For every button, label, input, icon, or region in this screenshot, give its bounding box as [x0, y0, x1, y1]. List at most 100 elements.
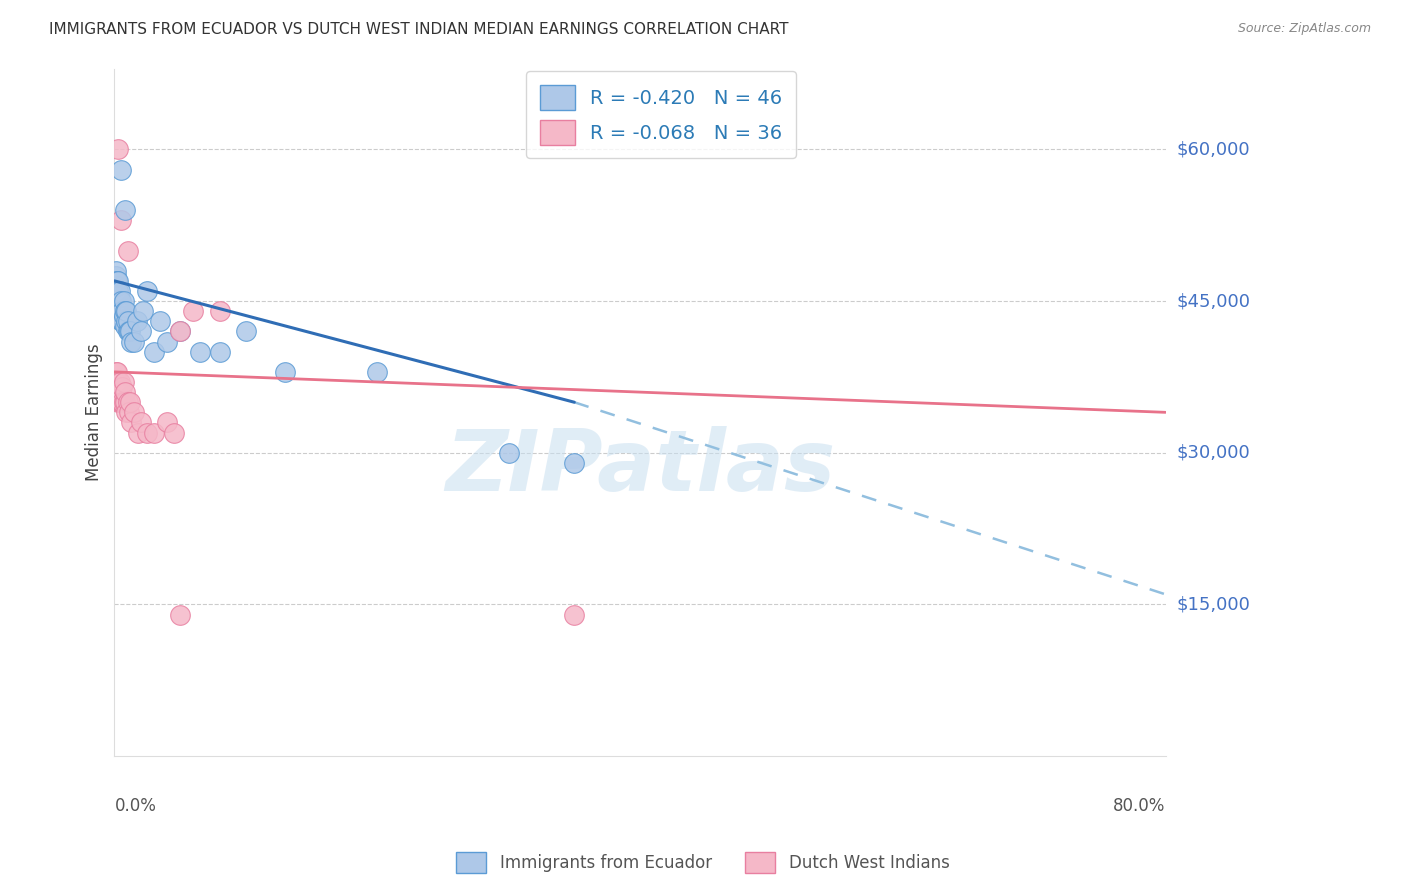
Point [110, 294, 132, 309]
Point [107, 284, 129, 298]
Point [104, 264, 127, 278]
Text: $60,000: $60,000 [1175, 140, 1250, 159]
Point [132, 304, 155, 318]
Point [107, 395, 129, 409]
Point [498, 446, 520, 460]
Text: Source: ZipAtlas.com: Source: ZipAtlas.com [1237, 22, 1371, 36]
Point [366, 365, 388, 379]
Point [105, 274, 128, 288]
Point [562, 456, 585, 470]
Point [114, 319, 136, 334]
Point [169, 607, 191, 622]
Point [274, 365, 297, 379]
Point [117, 325, 139, 339]
Point [156, 416, 179, 430]
Point [107, 143, 129, 157]
Point [115, 314, 138, 328]
Point [112, 310, 135, 324]
Text: 80.0%: 80.0% [1114, 797, 1166, 814]
Point [111, 380, 134, 394]
Point [156, 334, 179, 349]
Point [115, 405, 138, 419]
Point [181, 304, 204, 318]
Point [110, 213, 132, 227]
Point [110, 385, 132, 400]
Point [105, 279, 128, 293]
Point [169, 325, 191, 339]
Point [149, 314, 172, 328]
Point [188, 344, 211, 359]
Point [107, 375, 129, 389]
Point [108, 304, 131, 318]
Point [117, 244, 139, 258]
Point [114, 395, 136, 409]
Point [108, 375, 131, 389]
Legend: R = -0.420   N = 46, R = -0.068   N = 36: R = -0.420 N = 46, R = -0.068 N = 36 [526, 71, 796, 158]
Point [105, 274, 128, 288]
Point [125, 314, 148, 328]
Y-axis label: Median Earnings: Median Earnings [86, 343, 103, 481]
Point [110, 385, 132, 400]
Point [104, 268, 127, 283]
Text: $15,000: $15,000 [1175, 596, 1250, 614]
Point [120, 395, 142, 409]
Point [115, 304, 138, 318]
Point [120, 325, 142, 339]
Point [114, 385, 136, 400]
Point [107, 274, 129, 288]
Point [105, 380, 128, 394]
Point [108, 284, 131, 298]
Point [114, 304, 136, 318]
Point [117, 395, 139, 409]
Point [110, 314, 132, 328]
Text: IMMIGRANTS FROM ECUADOR VS DUTCH WEST INDIAN MEDIAN EARNINGS CORRELATION CHART: IMMIGRANTS FROM ECUADOR VS DUTCH WEST IN… [49, 22, 789, 37]
Point [107, 284, 129, 298]
Point [208, 344, 231, 359]
Point [162, 425, 184, 440]
Point [110, 304, 132, 318]
Point [121, 416, 143, 430]
Point [121, 334, 143, 349]
Point [105, 289, 128, 303]
Point [105, 365, 128, 379]
Point [105, 375, 128, 389]
Point [110, 395, 132, 409]
Point [562, 607, 585, 622]
Text: 0.0%: 0.0% [114, 797, 156, 814]
Point [112, 294, 135, 309]
Legend: Immigrants from Ecuador, Dutch West Indians: Immigrants from Ecuador, Dutch West Indi… [450, 846, 956, 880]
Point [136, 425, 159, 440]
Point [108, 395, 131, 409]
Point [110, 162, 132, 177]
Point [142, 344, 165, 359]
Text: $45,000: $45,000 [1175, 292, 1250, 310]
Point [107, 385, 129, 400]
Point [111, 304, 134, 318]
Point [142, 425, 165, 440]
Point [129, 325, 152, 339]
Point [108, 385, 131, 400]
Point [129, 416, 152, 430]
Point [118, 325, 141, 339]
Point [104, 375, 127, 389]
Text: ZIPatlas: ZIPatlas [444, 425, 835, 508]
Point [114, 203, 136, 218]
Point [108, 294, 131, 309]
Point [117, 314, 139, 328]
Point [118, 405, 141, 419]
Point [111, 314, 134, 328]
Point [122, 334, 145, 349]
Point [127, 425, 149, 440]
Point [112, 375, 135, 389]
Point [208, 304, 231, 318]
Point [169, 325, 191, 339]
Point [111, 395, 134, 409]
Point [107, 294, 129, 309]
Text: $30,000: $30,000 [1175, 444, 1250, 462]
Point [104, 284, 127, 298]
Point [235, 325, 257, 339]
Point [122, 405, 145, 419]
Point [136, 284, 159, 298]
Point [104, 365, 127, 379]
Point [112, 395, 135, 409]
